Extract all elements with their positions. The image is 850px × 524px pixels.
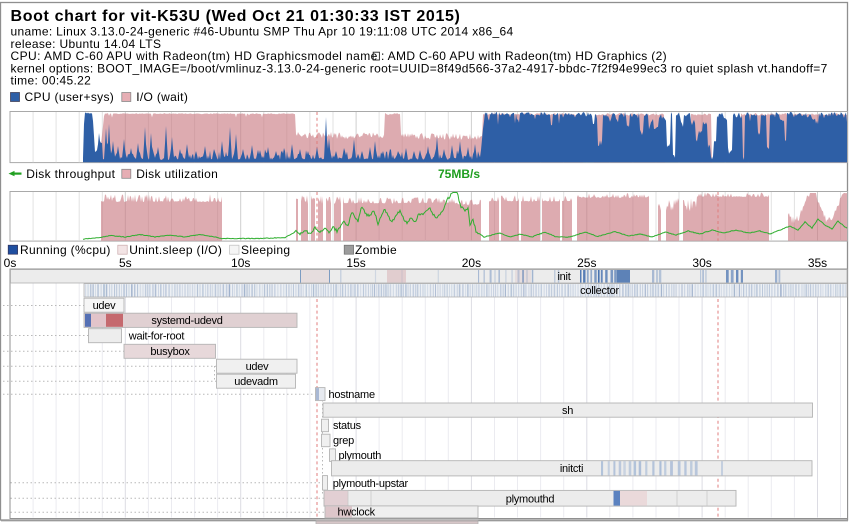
svg-text:sh: sh xyxy=(562,405,573,417)
svg-text:release: Ubuntu 14.04 LTS: release: Ubuntu 14.04 LTS xyxy=(11,37,162,51)
svg-text:20s: 20s xyxy=(462,256,481,270)
svg-text:udevadm: udevadm xyxy=(234,376,278,388)
svg-text:collector: collector xyxy=(580,285,619,297)
svg-text:75MB/s: 75MB/s xyxy=(438,167,480,181)
svg-text:udev: udev xyxy=(93,300,117,312)
svg-text:time: 00:45.22: time: 00:45.22 xyxy=(11,74,92,88)
svg-text:Unint.sleep (I/O): Unint.sleep (I/O) xyxy=(129,243,222,257)
svg-text:busybox: busybox xyxy=(150,346,190,358)
svg-text:0s: 0s xyxy=(4,256,17,270)
svg-text:25s: 25s xyxy=(577,256,596,270)
svg-text:initcti: initcti xyxy=(560,463,583,475)
svg-text:I/O (wait): I/O (wait) xyxy=(136,90,188,104)
svg-text:Disk throughput: Disk throughput xyxy=(26,167,115,181)
svg-text:35s: 35s xyxy=(808,256,827,270)
svg-text:wait-for-root: wait-for-root xyxy=(128,330,185,342)
svg-text:udev: udev xyxy=(246,361,270,373)
svg-text:Sleeping: Sleeping xyxy=(241,243,290,257)
svg-text:kernel options: BOOT_IMAGE=/bo: kernel options: BOOT_IMAGE=/boot/vmlinuz… xyxy=(11,61,828,75)
svg-text:10s: 10s xyxy=(231,256,250,270)
svg-text:init: init xyxy=(557,271,570,283)
svg-text:CPU: AMD C-60 APU with Radeon(: CPU: AMD C-60 APU with Radeon(tm) HD Gra… xyxy=(11,49,378,63)
svg-text:Zombie: Zombie xyxy=(355,243,397,257)
svg-text:uname: Linux 3.13.0-24-generic: uname: Linux 3.13.0-24-generic #46-Ubunt… xyxy=(11,25,514,39)
svg-text:Disk utilization: Disk utilization xyxy=(136,167,218,181)
svg-text:hwclock: hwclock xyxy=(338,506,376,518)
svg-text:30s: 30s xyxy=(692,256,711,270)
svg-text:systemd-udevd: systemd-udevd xyxy=(151,315,222,327)
svg-text:status: status xyxy=(333,420,362,432)
svg-text:plymouth-upstar: plymouth-upstar xyxy=(333,478,409,490)
svg-text:plymouth: plymouth xyxy=(339,450,382,462)
svg-text:: AMD C-60 APU with Radeon(tm): : AMD C-60 APU with Radeon(tm) HD Graphi… xyxy=(381,49,667,63)
svg-text:hostname: hostname xyxy=(329,389,375,401)
svg-text:Running (%cpu): Running (%cpu) xyxy=(20,243,111,257)
svg-text:Boot chart for vit-K53U (Wed O: Boot chart for vit-K53U (Wed Oct 21 01:3… xyxy=(11,8,461,25)
svg-text:CPU (user+sys): CPU (user+sys) xyxy=(25,90,115,104)
svg-text:grep: grep xyxy=(333,435,354,447)
svg-text:15s: 15s xyxy=(346,256,365,270)
svg-text:plymouthd: plymouthd xyxy=(506,493,555,505)
svg-text:5s: 5s xyxy=(119,256,132,270)
